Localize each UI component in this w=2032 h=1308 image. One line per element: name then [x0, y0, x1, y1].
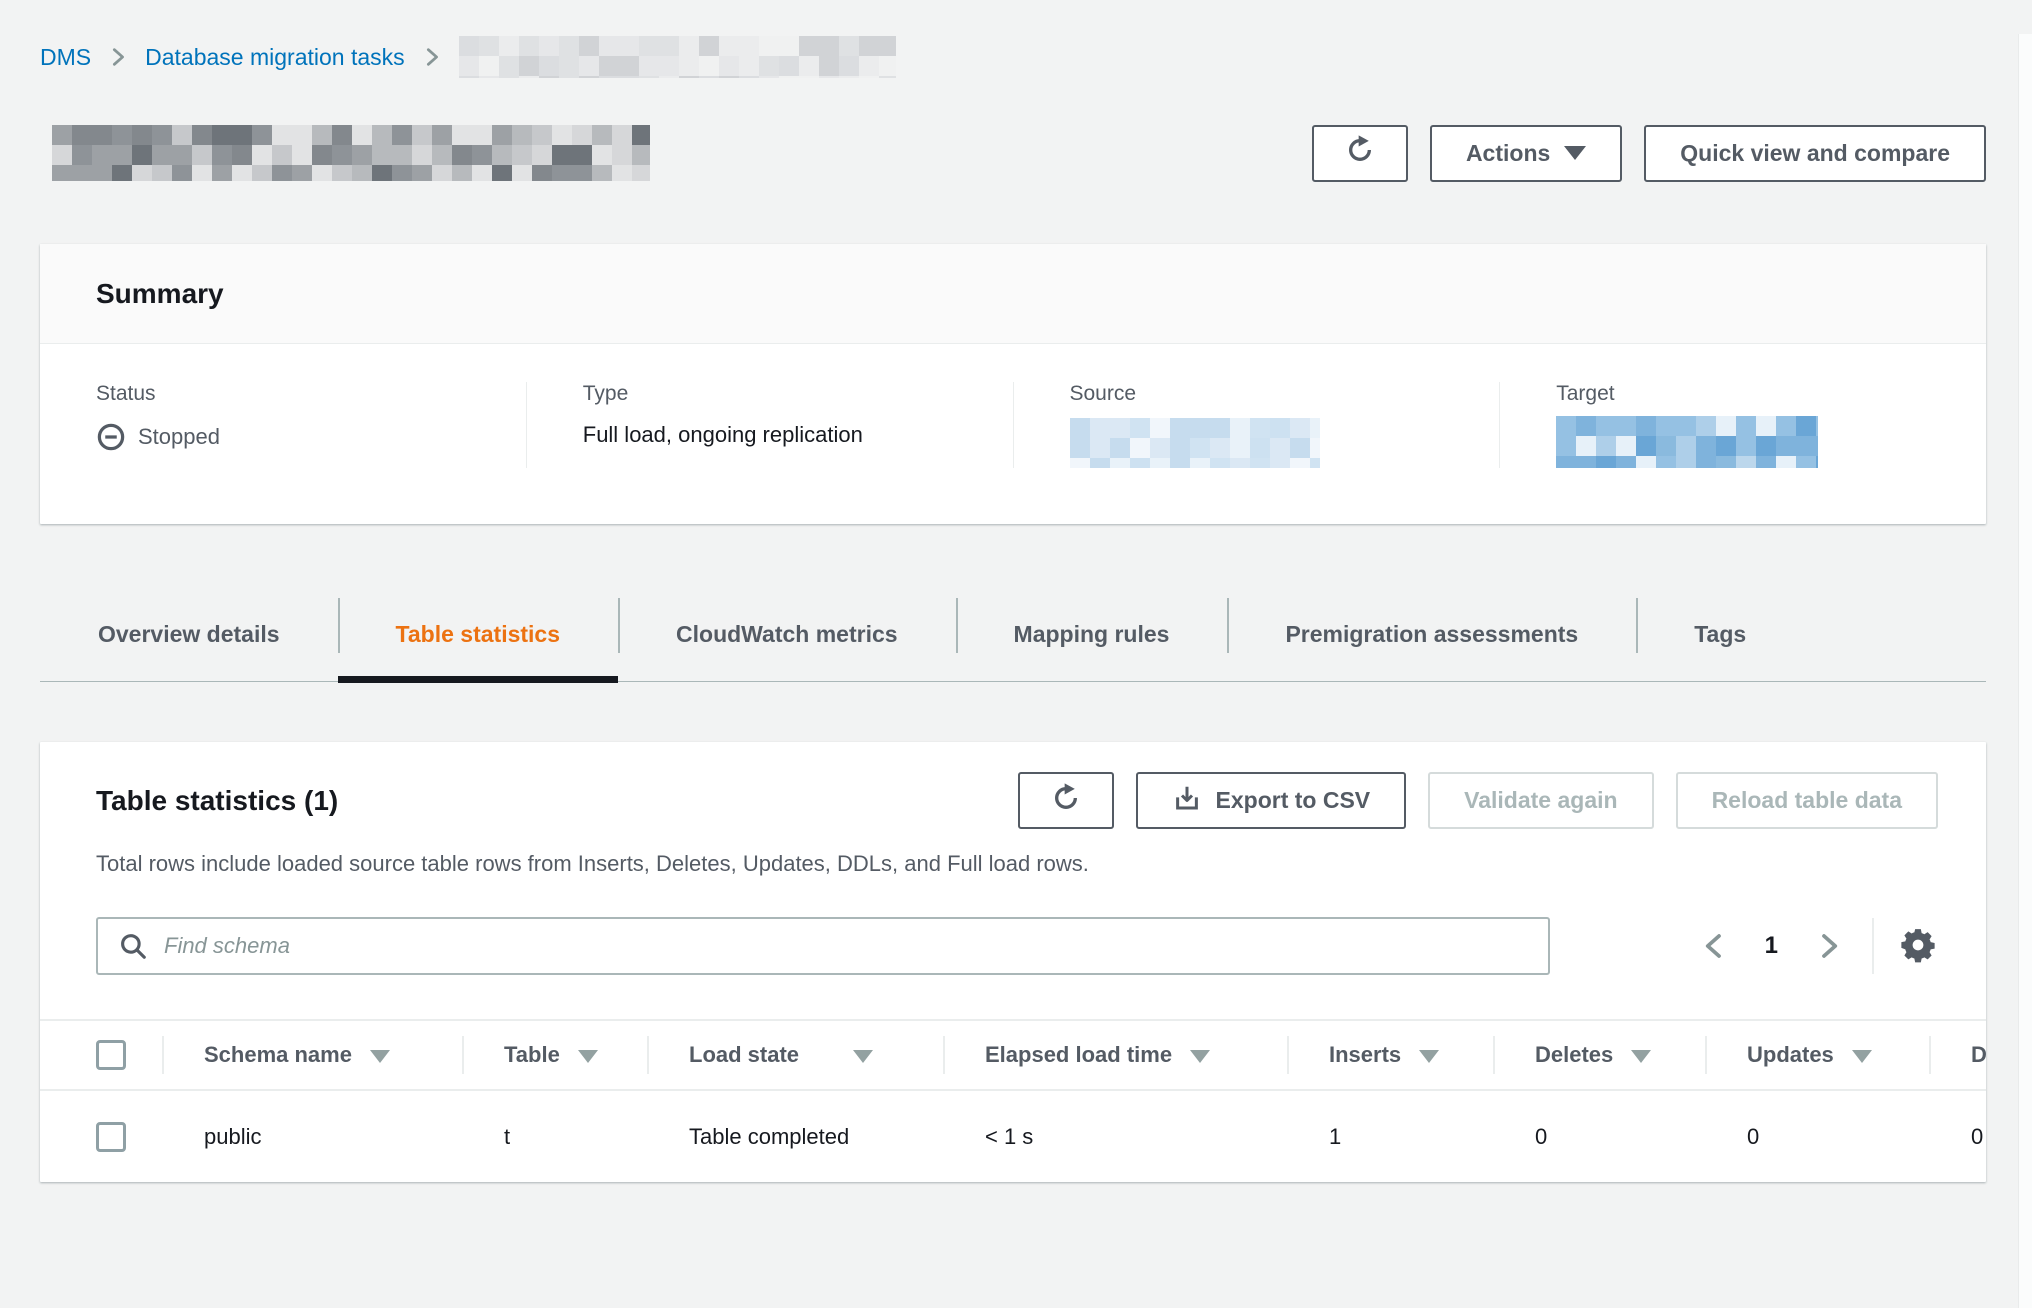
table-statistics-header: Table statistics (1) Export to CSV Valid… [40, 772, 1986, 829]
table-statistics-card: Table statistics (1) Export to CSV Valid… [40, 742, 1986, 1182]
sort-triangle-icon [853, 1049, 874, 1063]
cell-schema-name: public [204, 1123, 262, 1149]
table-refresh-button[interactable] [1017, 772, 1114, 829]
page-header: Actions Quick view and compare [40, 124, 1986, 182]
summary-field-type: Type Full load, ongoing replication [525, 382, 1013, 468]
minus-circle-icon [96, 422, 126, 452]
toolbar-divider [1872, 918, 1874, 974]
cell-deletes: 0 [1535, 1123, 1548, 1149]
summary-field-target: Target [1499, 382, 1986, 468]
summary-field-source: Source [1012, 382, 1500, 468]
column-header-updates[interactable]: Updates [1705, 1019, 1929, 1091]
sort-triangle-icon [369, 1049, 390, 1063]
sort-triangle-icon [577, 1049, 598, 1063]
caret-down-icon [1564, 146, 1587, 160]
cell-updates: 0 [1747, 1123, 1760, 1149]
refresh-icon [1344, 133, 1376, 172]
actions-dropdown-button[interactable]: Actions [1429, 124, 1623, 182]
tab-table-statistics[interactable]: Table statistics [337, 588, 619, 683]
sort-triangle-icon [1631, 1049, 1652, 1063]
select-all-checkbox[interactable] [96, 1040, 126, 1070]
schema-search [96, 917, 1550, 975]
tab-premigration-assessments[interactable]: Premigration assessments [1227, 588, 1636, 681]
chevron-right-icon [421, 46, 443, 68]
breadcrumb-link-dms[interactable]: DMS [40, 43, 92, 70]
summary-card: Summary Status Stopped Type Full load, o… [40, 244, 1986, 524]
breadcrumb: DMS Database migration tasks [40, 34, 1986, 80]
tab-cloudwatch-metrics[interactable]: CloudWatch metrics [618, 588, 956, 681]
table-header-row: Schema name Table Load state Elapsed loa… [40, 1019, 1986, 1091]
column-header-ddls-clipped[interactable]: D [1929, 1019, 1986, 1091]
source-endpoint-redacted [1069, 418, 1320, 468]
chevron-right-icon [107, 46, 129, 68]
cell-load-state: Table completed [689, 1123, 850, 1149]
cell-elapsed-load-time: < 1 s [985, 1123, 1034, 1149]
cell-inserts: 1 [1329, 1123, 1342, 1149]
refresh-button[interactable] [1311, 124, 1408, 182]
actions-label: Actions [1465, 139, 1551, 166]
task-name-redacted [52, 125, 650, 181]
export-to-csv-button[interactable]: Export to CSV [1135, 772, 1407, 829]
summary-card-header: Summary [40, 244, 1986, 344]
table-statistics-title: Table statistics (1) [96, 784, 339, 816]
next-page-button[interactable] [1814, 931, 1844, 961]
reload-table-data-button[interactable]: Reload table data [1675, 772, 1938, 829]
table-statistics-table-wrap: Schema name Table Load state Elapsed loa… [40, 1019, 1986, 1182]
download-icon [1172, 783, 1202, 819]
column-header-deletes[interactable]: Deletes [1493, 1019, 1705, 1091]
sort-triangle-icon [1419, 1049, 1440, 1063]
summary-body: Status Stopped Type Full load, ongoing r… [40, 344, 1986, 524]
sort-triangle-icon [1851, 1049, 1872, 1063]
column-header-inserts[interactable]: Inserts [1287, 1019, 1493, 1091]
summary-title: Summary [96, 277, 224, 309]
previous-page-button[interactable] [1699, 931, 1729, 961]
page-number[interactable]: 1 [1759, 932, 1784, 960]
row-checkbox[interactable] [96, 1121, 126, 1152]
tab-overview-details[interactable]: Overview details [98, 621, 280, 647]
table-row: public t Table completed < 1 s 1 0 0 0 [40, 1090, 1986, 1182]
status-value: Stopped [138, 424, 220, 449]
table-statistics-table: Schema name Table Load state Elapsed loa… [40, 1019, 1986, 1182]
type-value: Full load, ongoing replication [582, 422, 863, 447]
column-header-elapsed-load-time[interactable]: Elapsed load time [943, 1019, 1287, 1091]
preferences-button[interactable] [1898, 926, 1938, 966]
table-toolbar: 1 [40, 917, 1986, 975]
breadcrumb-link-migration-tasks[interactable]: Database migration tasks [145, 43, 405, 70]
refresh-icon [1050, 781, 1082, 820]
vertical-scrollbar[interactable] [2018, 34, 2032, 1308]
column-header-schema-name[interactable]: Schema name [162, 1019, 462, 1091]
column-header-load-state[interactable]: Load state [647, 1019, 943, 1091]
cell-ddls-clipped: 0 [1971, 1123, 1984, 1149]
dms-task-page: DMS Database migration tasks Actions Qui… [0, 34, 2032, 1182]
sort-triangle-icon [1190, 1049, 1211, 1063]
column-header-table[interactable]: Table [462, 1019, 647, 1091]
validate-again-button[interactable]: Validate again [1428, 772, 1654, 829]
gear-icon [1899, 929, 1937, 967]
summary-field-status: Status Stopped [40, 382, 526, 468]
quick-view-compare-button[interactable]: Quick view and compare [1644, 124, 1986, 182]
task-detail-tabs: Overview details Table statistics CloudW… [40, 588, 1986, 683]
table-statistics-actions: Export to CSV Validate again Reload tabl… [1017, 772, 1938, 829]
pagination: 1 [1699, 931, 1844, 961]
breadcrumb-current-redacted [458, 36, 896, 78]
cell-table: t [504, 1123, 511, 1149]
magnifier-icon [118, 931, 148, 961]
tab-mapping-rules[interactable]: Mapping rules [955, 588, 1228, 681]
header-actions: Actions Quick view and compare [1311, 124, 1986, 182]
target-endpoint-redacted [1556, 416, 1819, 468]
tab-tags[interactable]: Tags [1636, 588, 1804, 681]
find-schema-input[interactable] [96, 917, 1550, 975]
table-statistics-description: Total rows include loaded source table r… [96, 851, 1089, 876]
